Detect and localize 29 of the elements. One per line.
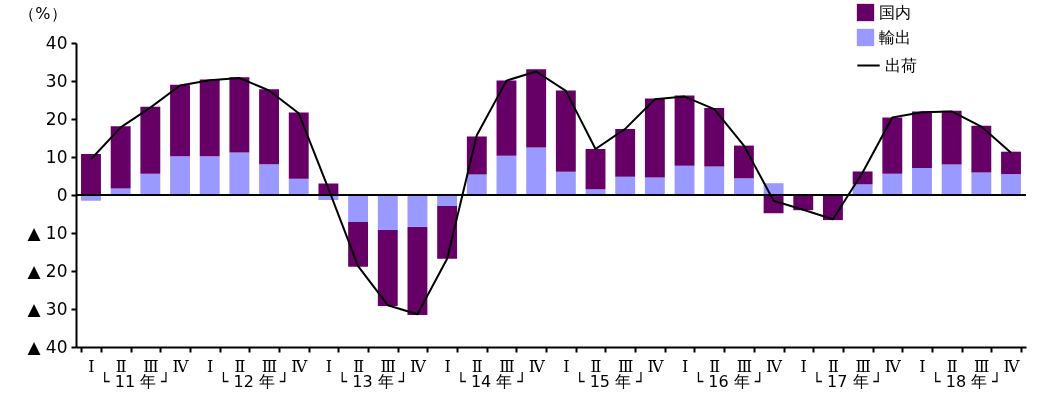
- x-tick-label: Ⅰ: [444, 356, 451, 376]
- x-tick-label: Ⅰ: [325, 356, 333, 376]
- x-tick-label: Ⅰ: [681, 356, 689, 376]
- x-tick-label: Ⅰ: [207, 356, 214, 376]
- y-tick-label: 30: [45, 70, 68, 91]
- y-tick-label: ▲ 20: [27, 260, 68, 281]
- x-tick-label: Ⅳ: [1003, 356, 1021, 376]
- y-tick-label: 20: [45, 108, 68, 129]
- x-tick-label: Ⅳ: [528, 356, 546, 376]
- y-tick-label: ▲ 10: [27, 222, 68, 243]
- x-tick-label: Ⅰ: [800, 356, 807, 376]
- legend-label: 出荷: [885, 55, 917, 75]
- y-tick-label: ▲ 40: [27, 336, 68, 357]
- x-tick-label: Ⅳ: [766, 356, 784, 376]
- y-axis-title: （%）: [19, 3, 67, 23]
- y-tick-label: 10: [45, 146, 68, 167]
- x-tick-label: Ⅳ: [172, 356, 190, 376]
- legend-label: 輸出: [879, 27, 911, 47]
- x-tick-label: Ⅳ: [884, 356, 902, 376]
- y-tick-label: 40: [45, 32, 68, 53]
- x-tick-label: Ⅰ: [919, 356, 926, 376]
- y-tick-label: 0: [56, 184, 68, 205]
- legend-label: 国内: [879, 2, 911, 22]
- x-tick-label: Ⅳ: [291, 356, 309, 376]
- x-tick-label: Ⅳ: [409, 356, 427, 376]
- y-tick-label: ▲ 30: [27, 298, 68, 319]
- x-tick-label: Ⅳ: [647, 356, 665, 376]
- x-tick-label: Ⅰ: [563, 356, 570, 376]
- x-tick-label: Ⅰ: [88, 356, 95, 376]
